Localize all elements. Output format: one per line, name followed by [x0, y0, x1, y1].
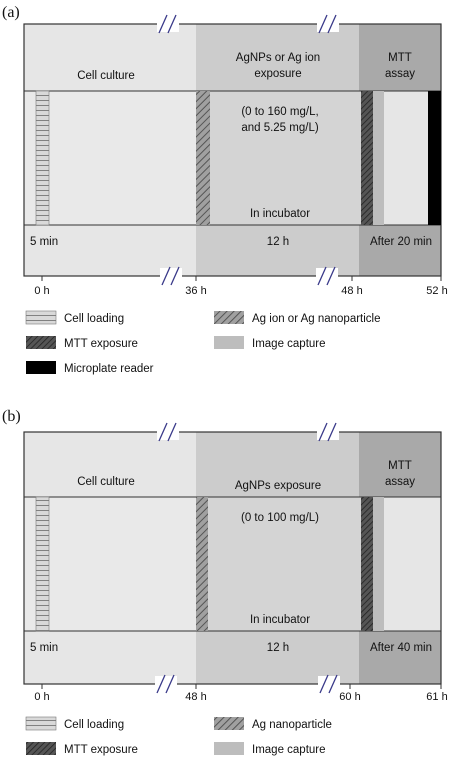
break-mark: [318, 674, 340, 694]
break-mark: [317, 14, 339, 34]
mtt-exposure-bar: [361, 497, 373, 631]
exposure-duration: 12 h: [267, 236, 289, 248]
legend-label: Ag ion or Ag nanoparticle: [252, 313, 381, 325]
legend-swatch: [26, 742, 56, 755]
legend: Cell loading Ag ion or Ag nanoparticle M…: [25, 310, 381, 375]
break-mark: [157, 14, 179, 34]
exposure-label: exposure: [254, 68, 301, 80]
break-mark: [317, 422, 339, 442]
panel-a: (a) Cell culture AgNPs or Ag ion exposur…: [2, 4, 448, 375]
break-mark: [155, 674, 177, 694]
assay-label: assay: [385, 476, 415, 488]
tick-label: 61 h: [426, 691, 447, 703]
microplate-reader-bar: [428, 91, 441, 225]
culture-label: Cell culture: [77, 476, 135, 488]
cell-loading-bar: [35, 496, 50, 632]
image-capture-bar: [373, 91, 384, 225]
break-mark: [157, 422, 179, 442]
concentration-label: (0 to 100 mg/L): [241, 512, 319, 524]
concentration-label: (0 to 160 mg/L,: [241, 106, 318, 118]
break-mark: [160, 266, 182, 286]
exposure-process-area: [196, 497, 361, 631]
legend-label: Cell loading: [64, 313, 124, 325]
culture-label: Cell culture: [77, 70, 135, 82]
legend-label: MTT exposure: [64, 338, 138, 350]
exposure-process-area: [196, 91, 361, 225]
assay-label: MTT: [388, 52, 412, 64]
panel-b-label: (b): [2, 408, 21, 425]
tick-label: 0 h: [34, 691, 49, 703]
legend-label: Ag nanoparticle: [252, 719, 332, 731]
legend-label: Microplate reader: [64, 363, 154, 375]
tick-label: 36 h: [185, 285, 206, 297]
particle-exposure-bar: [196, 497, 208, 631]
legend-label: Cell loading: [64, 719, 124, 731]
tick-label: 48 h: [341, 285, 362, 297]
panel-b: (b) Cell culture AgNPs exposure MTT assa…: [2, 408, 448, 756]
loading-duration: 5 min: [30, 642, 58, 654]
panel-a-label: (a): [2, 4, 20, 21]
legend-swatch: [214, 742, 244, 755]
concentration-label: and 5.25 mg/L): [241, 122, 319, 134]
incubator-label: In incubator: [250, 614, 310, 626]
exposure-duration: 12 h: [267, 642, 289, 654]
assay-label: assay: [385, 68, 415, 80]
assay-label: MTT: [388, 460, 412, 472]
legend-label: MTT exposure: [64, 744, 138, 756]
legend-swatch: [26, 336, 56, 349]
loading-duration: 5 min: [30, 236, 58, 248]
assay-duration: After 40 min: [370, 642, 432, 654]
tick-label: 0 h: [34, 285, 49, 297]
legend-swatch: [214, 717, 244, 730]
break-mark: [316, 266, 338, 286]
legend-swatch: [25, 310, 57, 325]
legend-label: Image capture: [252, 338, 326, 350]
tick-label: 60 h: [339, 691, 360, 703]
particle-exposure-bar: [196, 91, 210, 225]
legend-label: Image capture: [252, 744, 326, 756]
legend-swatch: [26, 361, 56, 374]
tick-label: 52 h: [426, 285, 447, 297]
mtt-exposure-bar: [361, 91, 373, 225]
exposure-label: AgNPs or Ag ion: [236, 52, 320, 64]
legend-swatch: [214, 311, 244, 324]
image-capture-bar: [373, 497, 384, 631]
legend: Cell loading Ag nanoparticle MTT exposur…: [25, 716, 332, 756]
legend-swatch: [25, 716, 57, 731]
exposure-label: AgNPs exposure: [235, 480, 321, 492]
legend-swatch: [214, 336, 244, 349]
panel-b-frame: [23, 431, 442, 685]
cell-loading-bar: [35, 90, 50, 226]
assay-duration: After 20 min: [370, 236, 432, 248]
incubator-label: In incubator: [250, 208, 310, 220]
tick-label: 48 h: [185, 691, 206, 703]
